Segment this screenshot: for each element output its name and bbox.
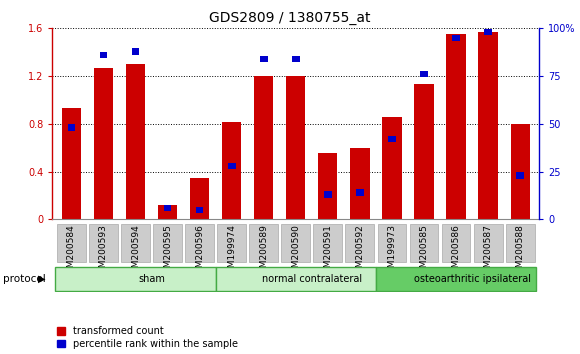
Text: GSM200591: GSM200591 [324,224,332,279]
Bar [414,85,434,219]
Text: GSM200586: GSM200586 [452,224,461,279]
Bar [356,189,364,196]
Text: GSM200584: GSM200584 [67,224,76,279]
Bar [190,178,209,219]
Text: protocol: protocol [3,274,46,284]
Bar [260,56,267,62]
Text: sham: sham [138,274,165,284]
Text: GSM200596: GSM200596 [195,224,204,279]
FancyBboxPatch shape [378,224,407,262]
Bar [292,56,300,62]
FancyBboxPatch shape [474,224,502,262]
Bar [478,32,498,219]
Bar [382,117,401,219]
FancyBboxPatch shape [281,224,310,262]
FancyBboxPatch shape [89,224,118,262]
Bar [126,64,145,219]
Text: GSM200585: GSM200585 [419,224,429,279]
FancyBboxPatch shape [346,224,374,262]
Bar [324,192,332,198]
Text: GSM200593: GSM200593 [99,224,108,279]
FancyBboxPatch shape [313,224,342,262]
Bar [286,76,306,219]
Text: normal contralateral: normal contralateral [262,274,362,284]
Bar [447,34,466,219]
Text: GSM200595: GSM200595 [163,224,172,279]
FancyBboxPatch shape [376,267,536,291]
Bar [100,52,107,58]
Text: GSM200594: GSM200594 [131,224,140,279]
FancyBboxPatch shape [153,224,182,262]
Text: GSM199974: GSM199974 [227,224,236,279]
Text: GSM200592: GSM200592 [356,224,364,279]
Text: osteoarthritic ipsilateral: osteoarthritic ipsilateral [414,274,531,284]
FancyBboxPatch shape [218,224,246,262]
Legend: transformed count, percentile rank within the sample: transformed count, percentile rank withi… [57,326,238,349]
Bar [158,205,177,219]
FancyBboxPatch shape [216,267,376,291]
Bar [164,205,172,211]
Bar [420,71,428,78]
Bar [510,124,530,219]
Bar [484,29,492,35]
Bar [452,35,460,41]
Text: GSM200590: GSM200590 [291,224,300,279]
Bar [318,153,338,219]
Text: GSM200588: GSM200588 [516,224,525,279]
Bar [222,121,241,219]
Bar [94,68,113,219]
FancyBboxPatch shape [441,224,470,262]
Text: GSM200587: GSM200587 [484,224,492,279]
Bar [388,136,396,142]
Text: GSM200589: GSM200589 [259,224,268,279]
Bar [350,148,369,219]
FancyBboxPatch shape [249,224,278,262]
Bar [62,108,81,219]
Bar [516,172,524,179]
FancyBboxPatch shape [409,224,438,262]
FancyBboxPatch shape [185,224,214,262]
Bar [228,163,235,169]
Bar [132,48,139,55]
FancyBboxPatch shape [56,267,216,291]
FancyBboxPatch shape [121,224,150,262]
Text: ▶: ▶ [38,274,45,284]
Text: GDS2809 / 1380755_at: GDS2809 / 1380755_at [209,11,371,25]
Text: GSM199973: GSM199973 [387,224,397,279]
Bar [68,125,75,131]
Bar [196,207,204,213]
FancyBboxPatch shape [506,224,535,262]
Bar [254,76,273,219]
FancyBboxPatch shape [57,224,86,262]
